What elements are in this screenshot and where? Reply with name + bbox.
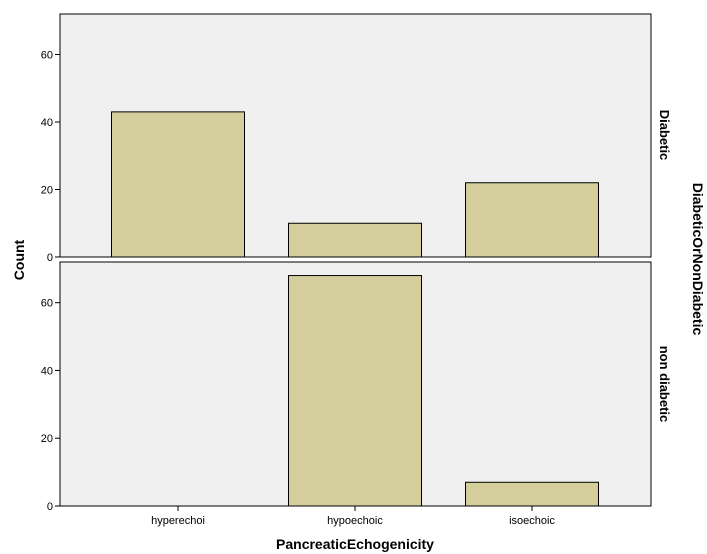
panel-label-diabetic: Diabetic: [657, 110, 672, 161]
bars-layer: [111, 111, 599, 507]
panel-label-non-diabetic: non diabetic: [657, 346, 672, 423]
y-tick-label: 40: [41, 117, 53, 129]
bar-diabetic-hyperechoi: [111, 111, 245, 258]
x-tick-label: isoechoic: [509, 515, 555, 527]
y-tick-label: 60: [41, 50, 53, 62]
y-tick-label: 0: [47, 252, 53, 264]
y-ticks-layer: 0 20 40 60 0 20 40 60: [41, 50, 60, 513]
x-tick-label: hypoechoic: [327, 515, 383, 527]
bar-non-diabetic-isoechoic: [465, 481, 599, 507]
x-ticks-layer: hyperechoi hypoechoic isoechoic: [151, 506, 555, 527]
y-tick-label: 40: [41, 365, 53, 377]
y-axis-title: Count: [11, 239, 27, 280]
bar-diabetic-isoechoic: [465, 182, 599, 258]
y-tick-label: 0: [47, 501, 53, 513]
bar-diabetic-hypoechoic: [288, 222, 422, 258]
facet-title: DiabeticOrNonDiabetic: [690, 183, 706, 336]
x-axis-title: PancreaticEchogenicity: [276, 536, 434, 552]
y-tick-label: 60: [41, 298, 53, 310]
bar-non-diabetic-hypoechoic: [288, 275, 422, 507]
y-tick-label: 20: [41, 433, 53, 445]
x-tick-label: hyperechoi: [151, 515, 205, 527]
y-tick-label: 20: [41, 185, 53, 197]
